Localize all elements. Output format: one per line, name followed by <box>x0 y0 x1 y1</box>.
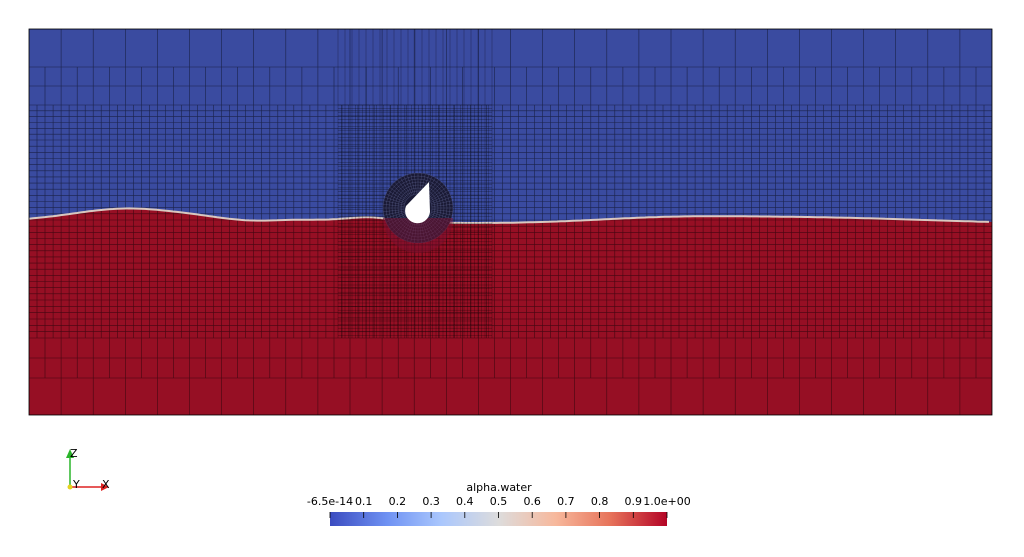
colorbar-tick-label: 0.5 <box>490 495 508 508</box>
colorbar-tick-label: 0.2 <box>389 495 407 508</box>
colorbar-tick-label: -6.5e-14 <box>307 495 353 508</box>
axis-y-label: Y <box>72 478 80 491</box>
orientation-axes: Z Y X <box>66 447 110 491</box>
mesh-grid <box>29 29 992 415</box>
color-legend: alpha.water -6.5e-14 0.1 0.2 0.3 0.4 0.5 0.6 0.… <box>307 481 691 526</box>
domain-border <box>28 28 993 416</box>
colorbar-tick-label: 0.6 <box>523 495 541 508</box>
free-surface-interface <box>29 207 990 224</box>
overset-mesh-region <box>337 29 493 338</box>
axis-z-label: Z <box>70 447 78 460</box>
colorbar-ticks <box>329 512 668 518</box>
colorbar-ramp <box>330 512 667 526</box>
axis-x-label: X <box>102 478 110 491</box>
colorbar-tick-labels: -6.5e-14 0.1 0.2 0.3 0.4 0.5 0.6 0.7 0.8 0.9 1.0e+… <box>307 495 691 508</box>
colorbar-tick-label: 0.4 <box>456 495 474 508</box>
colorbar-tick-label: 0.9 <box>625 495 643 508</box>
colorbar-tick-label: 0.7 <box>557 495 575 508</box>
colorbar-title: alpha.water <box>466 481 532 494</box>
simulation-domain <box>29 29 992 415</box>
floating-body <box>405 182 430 224</box>
colorbar-tick-label: 0.1 <box>355 495 373 508</box>
colorbar-tick-label: 1.0e+00 <box>643 495 690 508</box>
colorbar-tick-label: 0.3 <box>422 495 440 508</box>
colorbar-tick-label: 0.8 <box>591 495 609 508</box>
